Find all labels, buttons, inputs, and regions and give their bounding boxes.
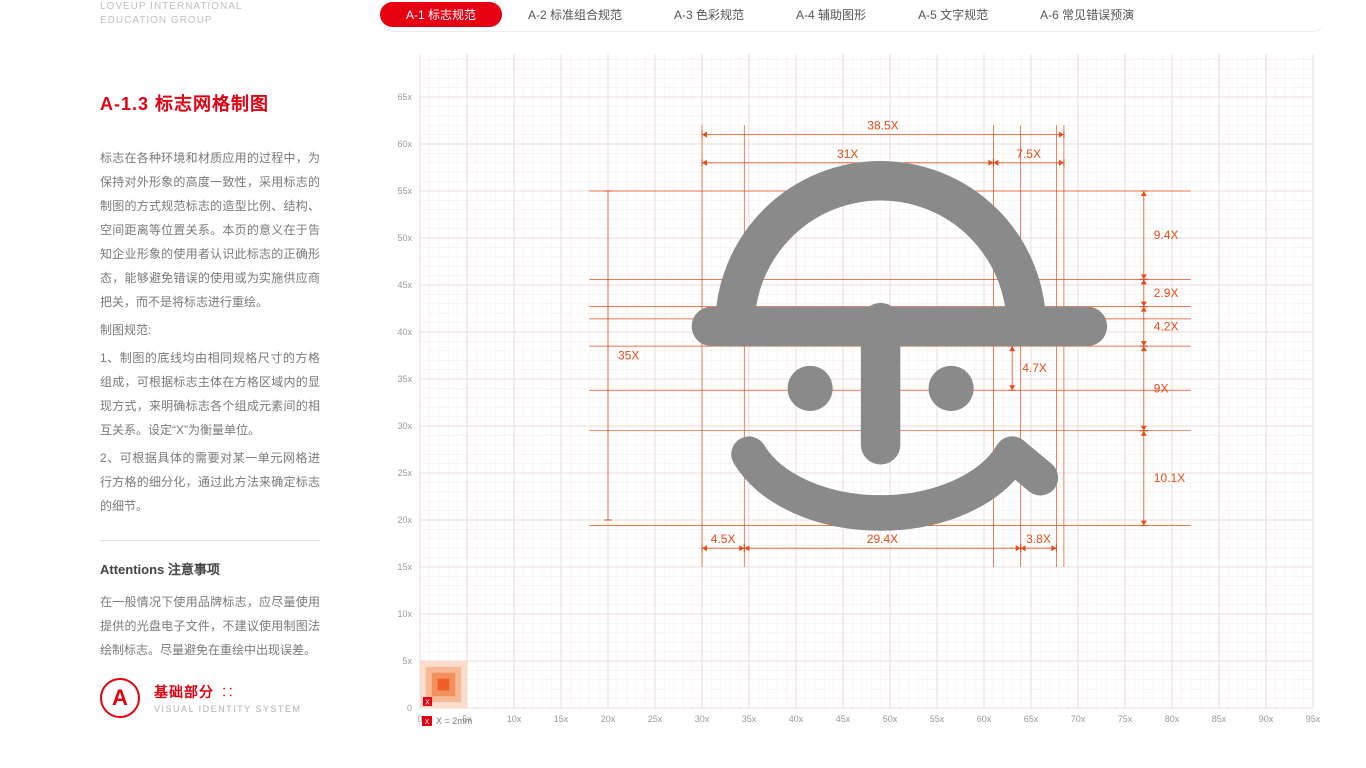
section-tabs: A-1 标志规范A-2 标准组合规范A-3 色彩规范A-4 辅助图形A-5 文字… (380, 2, 1326, 32)
svg-text:35X: 35X (618, 349, 639, 363)
svg-text:4.7X: 4.7X (1022, 361, 1047, 375)
svg-text:35x: 35x (742, 714, 757, 724)
svg-text:95x: 95x (1306, 714, 1321, 724)
svg-text:70x: 70x (397, 54, 412, 55)
body-paragraph-2: 制图规范: (100, 318, 320, 342)
dots-icon: ⸬ (223, 687, 233, 699)
svg-text:75x: 75x (1118, 714, 1133, 724)
tab-5[interactable]: A-6 常见错误预演 (1014, 2, 1160, 27)
svg-text:31X: 31X (837, 147, 858, 161)
footer-en: VISUAL IDENTITY SYSTEM (154, 704, 302, 714)
svg-text:4.5X: 4.5X (711, 532, 736, 546)
svg-text:30x: 30x (397, 421, 412, 431)
svg-text:25x: 25x (648, 714, 663, 724)
tab-3[interactable]: A-4 辅助图形 (770, 2, 892, 27)
footer-badge: A 基础部分 ⸬ VISUAL IDENTITY SYSTEM (100, 678, 302, 718)
svg-text:70x: 70x (1071, 714, 1086, 724)
svg-text:20x: 20x (397, 515, 412, 525)
svg-text:55x: 55x (930, 714, 945, 724)
badge-letter-icon: A (100, 678, 140, 718)
svg-text:7.5X: 7.5X (1016, 147, 1041, 161)
svg-text:35x: 35x (397, 374, 412, 384)
svg-text:X: X (425, 719, 430, 726)
logo-grid-diagram: 0 5x 10x 15x 20x 25x 30x 35x 40x 45x 50x 55x 60x 65x 7… (380, 54, 1340, 754)
svg-text:45x: 45x (397, 280, 412, 290)
svg-text:15x: 15x (397, 562, 412, 572)
svg-text:40x: 40x (789, 714, 804, 724)
svg-text:38.5X: 38.5X (867, 119, 898, 133)
svg-text:2.9X: 2.9X (1154, 286, 1179, 300)
tab-4[interactable]: A-5 文字规范 (892, 2, 1014, 27)
svg-text:20x: 20x (601, 714, 616, 724)
svg-text:3.8X: 3.8X (1026, 532, 1051, 546)
svg-text:9X: 9X (1154, 381, 1169, 395)
svg-text:65x: 65x (397, 92, 412, 102)
left-column: A-1.3 标志网格制图 标志在各种环境和材质应用的过程中，为保持对外形象的高度… (100, 90, 320, 666)
svg-text:55x: 55x (397, 186, 412, 196)
svg-text:85x: 85x (1212, 714, 1227, 724)
svg-text:9.4X: 9.4X (1154, 228, 1179, 242)
svg-text:0: 0 (407, 703, 412, 713)
tab-0[interactable]: A-1 标志规范 (380, 2, 502, 27)
svg-text:0: 0 (417, 714, 422, 724)
svg-text:50x: 50x (883, 714, 898, 724)
svg-text:5x: 5x (402, 656, 412, 666)
svg-text:4.2X: 4.2X (1154, 319, 1179, 333)
tab-2[interactable]: A-3 色彩规范 (648, 2, 770, 27)
svg-text:45x: 45x (836, 714, 851, 724)
grid-svg: 0 5x 10x 15x 20x 25x 30x 35x 40x 45x 50x 55x 60x 65x 7… (380, 54, 1340, 754)
brand-line1: LOVEUP INTERNATIONAL (100, 0, 242, 14)
tab-1[interactable]: A-2 标准组合规范 (502, 2, 648, 27)
svg-text:10x: 10x (507, 714, 522, 724)
brand-subtitle: LOVEUP INTERNATIONAL EDUCATION GROUP (100, 0, 242, 28)
svg-text:60x: 60x (397, 139, 412, 149)
svg-text:X = 2mm: X = 2mm (436, 716, 472, 726)
body-paragraph-4: 2、可根据具体的需要对某一单元网格进行方格的细分化，通过此方法来确定标志的细节。 (100, 446, 320, 518)
footer-text: 基础部分 ⸬ VISUAL IDENTITY SYSTEM (154, 682, 302, 714)
attentions-paragraph: 在一般情况下使用品牌标志，应尽量使用提供的光盘电子文件，不建议使用制图法绘制标志… (100, 590, 320, 662)
svg-text:50x: 50x (397, 233, 412, 243)
svg-text:X: X (425, 700, 430, 707)
svg-text:25x: 25x (397, 468, 412, 478)
svg-text:10x: 10x (397, 609, 412, 619)
svg-text:29.4X: 29.4X (867, 532, 898, 546)
divider (100, 540, 320, 541)
svg-text:30x: 30x (695, 714, 710, 724)
footer-cn: 基础部分 ⸬ (154, 682, 302, 702)
svg-text:90x: 90x (1259, 714, 1274, 724)
page-title: A-1.3 标志网格制图 (100, 90, 320, 116)
svg-text:80x: 80x (1165, 714, 1180, 724)
svg-text:10.1X: 10.1X (1154, 471, 1185, 485)
svg-text:15x: 15x (554, 714, 569, 724)
body-paragraph-3: 1、制图的底线均由相同规格尺寸的方格组成，可根据标志主体在方格区域内的显现方式，… (100, 346, 320, 442)
attentions-heading: Attentions 注意事项 (100, 559, 320, 578)
body-paragraph-1: 标志在各种环境和材质应用的过程中，为保持对外形象的高度一致性，采用标志的制图的方… (100, 146, 320, 314)
svg-text:60x: 60x (977, 714, 992, 724)
brand-line2: EDUCATION GROUP (100, 14, 242, 28)
svg-text:40x: 40x (397, 327, 412, 337)
footer-cn-label: 基础部分 (154, 684, 214, 700)
svg-text:65x: 65x (1024, 714, 1039, 724)
